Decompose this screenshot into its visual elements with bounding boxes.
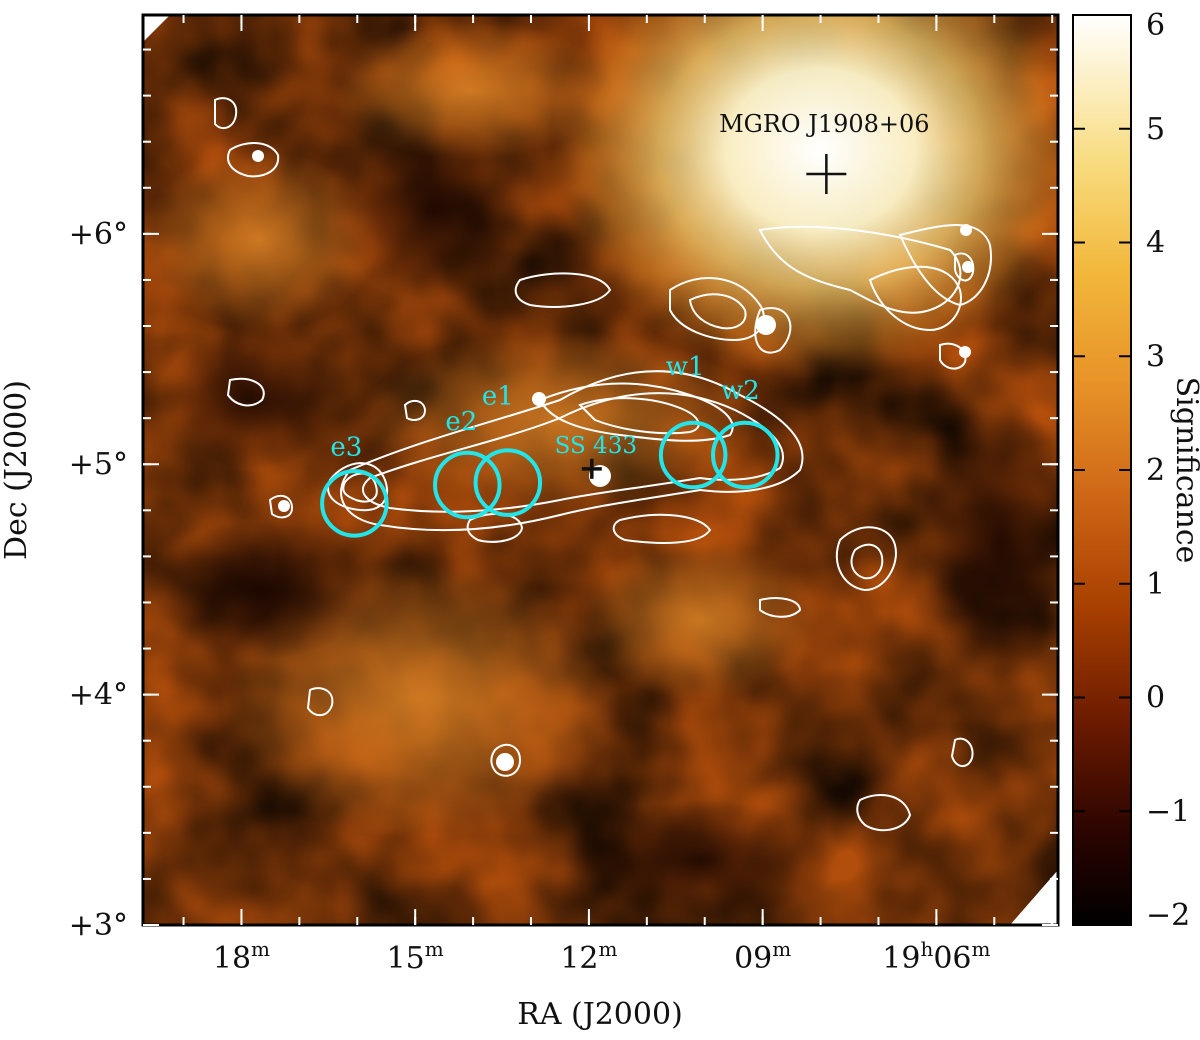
map-dark-region-2 xyxy=(920,400,1058,680)
small-contour-6 xyxy=(226,377,265,407)
north-blob-contour xyxy=(514,272,612,308)
source-label-0: MGRO J1908+06 xyxy=(719,110,929,138)
x-tick-value: 09 xyxy=(734,941,772,976)
source-label-1: SS 433 xyxy=(555,433,637,459)
small-contour-1 xyxy=(306,687,334,717)
colorbar-tick-label-1: 5 xyxy=(1146,112,1165,147)
map-dark-region-4 xyxy=(560,800,840,920)
colorbar-tick-label-7: −1 xyxy=(1146,794,1190,829)
compact-source-1 xyxy=(252,150,264,162)
small-contour-2 xyxy=(950,737,974,767)
w50-contour-3 xyxy=(538,382,734,442)
compact-source-3 xyxy=(756,315,776,335)
colorbar-tick-label-4: 2 xyxy=(1146,453,1165,488)
colorbar-tick-label-5: 1 xyxy=(1146,567,1165,602)
region-label-w2: w2 xyxy=(721,376,760,406)
map-corner-blank-tl xyxy=(143,15,170,42)
map-dark-region-1 xyxy=(160,330,340,470)
map-warm-region-3 xyxy=(360,330,760,510)
x-tick-value-2: 06 xyxy=(933,941,971,976)
radio-contours xyxy=(214,97,992,832)
x-tick-value: 18 xyxy=(213,941,251,976)
small-contour-5 xyxy=(759,597,802,618)
x-tick-unit: m xyxy=(251,937,270,961)
region-label-e2: e2 xyxy=(445,407,477,437)
blob-contour-3 xyxy=(268,494,294,519)
north-contour-2 xyxy=(898,224,992,307)
compact-source-7 xyxy=(496,753,514,771)
map-dark-region-3 xyxy=(330,120,530,300)
sources-layer: MGRO J1908+06 SS 433 xyxy=(555,110,930,479)
colorbar-tick-label-3: 3 xyxy=(1146,339,1165,374)
ridge-contour-3 xyxy=(754,307,792,354)
region-circle-e2 xyxy=(433,450,502,520)
x-tick-label-2: 12m xyxy=(560,937,617,976)
south-contour-3 xyxy=(856,794,912,832)
small-contour-4 xyxy=(954,252,975,282)
y-tick-label-1: +5° xyxy=(69,447,128,482)
blob-contour-1 xyxy=(227,142,280,178)
x-tick-value: 12 xyxy=(560,941,598,976)
plot-frame xyxy=(141,13,1060,927)
x-tick-unit: h xyxy=(920,937,933,961)
blob-contour-2 xyxy=(214,97,238,130)
x-tick-label-0: 18m xyxy=(213,937,270,976)
colorbar-tick-label-8: −2 xyxy=(1146,898,1190,933)
south-contour-1 xyxy=(612,513,712,544)
x-tick-value: 19 xyxy=(882,941,920,976)
colorbar-tick-label-0: 6 xyxy=(1146,8,1165,43)
ridge-contour-2 xyxy=(688,293,747,330)
y-tick-label-3: +3° xyxy=(69,908,128,943)
blob-contour-4 xyxy=(835,526,897,592)
colorbar-ticks xyxy=(1073,14,1131,926)
region-circle-w1 xyxy=(658,420,728,490)
x-axis-label: RA (J2000) xyxy=(517,997,683,1032)
x-tick-unit: m xyxy=(425,937,444,961)
blob-contour-5 xyxy=(850,543,884,580)
colorbar-tick-label-6: 0 xyxy=(1146,681,1165,716)
north-contour-1 xyxy=(758,225,962,314)
y-tick-label-0: +6° xyxy=(69,217,128,252)
blob-contour-7 xyxy=(403,399,427,421)
x-tick-label-1: 15m xyxy=(387,937,444,976)
compact-source-6 xyxy=(959,346,971,358)
region-label-e3: e3 xyxy=(330,432,362,462)
region-label-w1: w1 xyxy=(666,352,705,382)
compact-source-4 xyxy=(960,224,972,236)
colorbar-label: Significance xyxy=(1169,377,1200,564)
significance-map xyxy=(143,15,1058,925)
x-tick-label-4: 19h06m xyxy=(882,937,990,976)
region-circle-w2 xyxy=(711,420,780,490)
map-corner-blank-br xyxy=(1010,870,1058,925)
compact-source-5 xyxy=(962,261,974,273)
region-label-e1: e1 xyxy=(482,382,514,412)
compact-source-8 xyxy=(278,500,290,512)
map-warm-region-2 xyxy=(143,150,380,330)
small-contour-3 xyxy=(939,342,967,370)
x-tick-unit: m xyxy=(772,937,791,961)
region-circle-e1 xyxy=(473,448,543,517)
x-tick-unit: m xyxy=(599,937,618,961)
x-tick-label-3: 09m xyxy=(734,937,791,976)
map-dark-region-5 xyxy=(150,520,370,660)
blob-contour-6 xyxy=(490,743,522,777)
y-axis-label: Dec (J2000) xyxy=(0,380,34,560)
x-tick-unit-2: m xyxy=(972,937,991,961)
colorbar-tick-labels: 6 5 4 3 2 1 0 −1 −2 xyxy=(1146,8,1190,933)
map-warm-region-5 xyxy=(580,540,820,700)
compact-source-2 xyxy=(532,392,546,406)
map-hot-region xyxy=(550,15,1058,380)
colorbar-tick-label-2: 4 xyxy=(1146,226,1165,261)
north-contour-3 xyxy=(868,265,962,332)
x-tick-labels: 18m 15m 12m 09m 19h06m xyxy=(213,937,991,976)
axis-ticks xyxy=(143,15,1058,926)
y-tick-labels: +6° +5° +4° +3° xyxy=(69,217,128,943)
region-circle-e3 xyxy=(320,469,389,538)
w50-outer-contour xyxy=(340,370,804,532)
y-tick-label-2: +4° xyxy=(69,678,128,713)
x-tick-value: 15 xyxy=(387,941,425,976)
